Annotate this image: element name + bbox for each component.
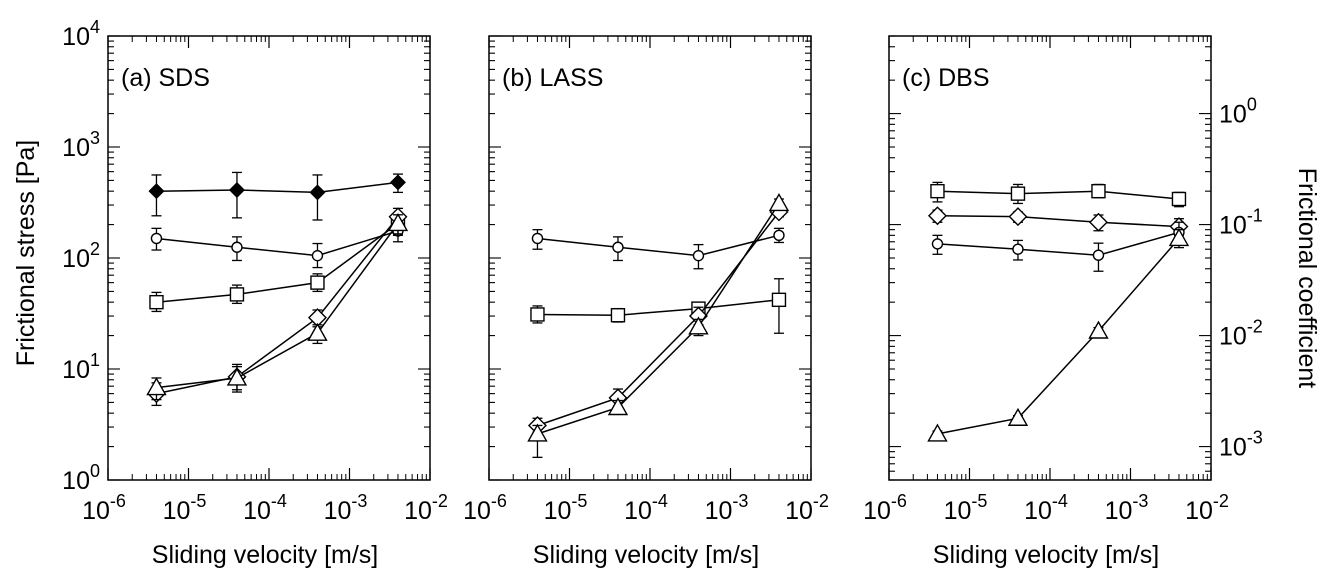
data-point-diamond (148, 183, 165, 200)
series-line (156, 216, 399, 395)
x-tick-label: 10-3 (324, 491, 368, 525)
x-tick-label: 10-3 (705, 491, 749, 525)
x-tick-label: 10-3 (1105, 491, 1149, 525)
series-filled-diamond (148, 171, 406, 221)
x-tick-label: 10-5 (944, 491, 988, 525)
data-point-diamond (1008, 207, 1028, 227)
data-point-triangle (688, 316, 709, 335)
y-tick-label: 102 (62, 239, 100, 273)
y-axis-label-left: Frictional stress [Pa] (12, 140, 40, 366)
x-tick-label: 10-6 (863, 491, 907, 525)
data-point-triangle (1088, 320, 1109, 339)
series-line (537, 234, 780, 257)
data-point-circle (931, 238, 944, 250)
data-point-diamond (927, 206, 947, 226)
data-point-square (229, 287, 245, 302)
x-tick-label: 10-6 (82, 491, 126, 525)
series-line (937, 231, 1180, 256)
data-point-triangle (527, 423, 548, 442)
data-point-circle (311, 249, 324, 262)
panel-3: 10-6 10-5 10-4 10-3 10-2 10-3 10-2 10-1 100 (c) D… (863, 35, 1263, 569)
data-point-diamond (309, 184, 326, 201)
data-point-square (310, 275, 325, 290)
x-tick-label: 10-4 (624, 491, 668, 525)
panel-title: (c) DBS (902, 64, 990, 92)
data-point-square (771, 292, 787, 308)
x-axis-label: Sliding velocity [m/s] (533, 541, 759, 569)
series-line (937, 215, 1180, 228)
x-tick-label: 10-5 (163, 491, 207, 525)
data-point-triangle (1007, 407, 1029, 426)
data-point-circle (612, 241, 624, 253)
data-point-circle (773, 229, 785, 242)
data-point-circle (531, 232, 544, 245)
panel-1: 10-6 10-5 10-4 10-3 10-2 100 101 102 103 104 (a) S… (62, 17, 448, 569)
y-tick-label-right: 10-3 (1219, 428, 1263, 462)
series-line (156, 222, 399, 303)
chart-panels: 10-6 10-5 10-4 10-3 10-2 100 101 102 103 104 (a) S… (62, 17, 1263, 569)
data-point-triangle (387, 212, 409, 232)
data-point-triangle (226, 367, 248, 386)
series-line (537, 203, 780, 435)
y-tick-label-right: 10-1 (1219, 206, 1263, 240)
data-point-triangle (768, 193, 790, 212)
series-line (937, 238, 1180, 435)
series-square (930, 181, 1187, 208)
x-tick-label: 10-6 (463, 491, 507, 525)
x-tick-label: 10-4 (1024, 491, 1068, 525)
data-point-circle (231, 241, 243, 253)
data-point-diamond (228, 181, 245, 198)
data-point-square (1171, 191, 1187, 207)
x-tick-label: 10-2 (785, 491, 829, 525)
y-tick-label: 100 (62, 461, 100, 495)
series-line (937, 190, 1180, 200)
series-triangle (527, 193, 790, 458)
data-point-square (610, 308, 626, 323)
data-point-triangle (1168, 228, 1190, 247)
data-point-square (930, 183, 945, 199)
panel-2: 10-6 10-5 10-4 10-3 10-2 (b) LASS Sliding velo… (463, 35, 829, 569)
data-point-square (149, 294, 164, 310)
data-point-triangle (927, 423, 948, 442)
data-point-diamond (389, 174, 406, 191)
data-point-square (1010, 186, 1026, 201)
y-tick-label: 101 (62, 350, 100, 384)
data-point-triangle (307, 322, 328, 341)
series-line (156, 230, 399, 257)
data-point-circle (150, 232, 163, 245)
x-axis-label: Sliding velocity [m/s] (933, 541, 1159, 569)
data-point-circle (1092, 249, 1105, 261)
data-point-triangle (146, 377, 167, 396)
y-tick-label: 104 (62, 17, 100, 51)
y-tick-label: 103 (62, 128, 100, 162)
y-tick-label-right: 10-2 (1219, 317, 1263, 351)
data-point-square (530, 307, 545, 322)
series-circle (531, 227, 785, 270)
data-point-circle (692, 249, 705, 262)
y-axis-label-right: Frictional coefficient (1293, 168, 1321, 389)
y-tick-label-right: 100 (1219, 95, 1257, 129)
x-tick-label: 10-4 (243, 491, 287, 525)
x-tick-label: 10-5 (544, 491, 588, 525)
series-line (537, 299, 780, 316)
data-point-diamond (1088, 212, 1108, 232)
panel-title: (b) LASS (502, 64, 603, 92)
data-point-square (1091, 183, 1106, 199)
panel-title: (a) SDS (121, 64, 210, 92)
x-axis-label: Sliding velocity [m/s] (152, 541, 378, 569)
x-tick-label: 10-2 (404, 491, 448, 525)
series-line (156, 222, 399, 389)
series-square (530, 278, 787, 334)
series-triangle (927, 228, 1190, 442)
x-tick-label: 10-2 (1185, 491, 1229, 525)
series-line (156, 181, 399, 194)
series-triangle (146, 212, 409, 401)
data-point-triangle (607, 397, 629, 416)
data-point-circle (1012, 243, 1024, 255)
